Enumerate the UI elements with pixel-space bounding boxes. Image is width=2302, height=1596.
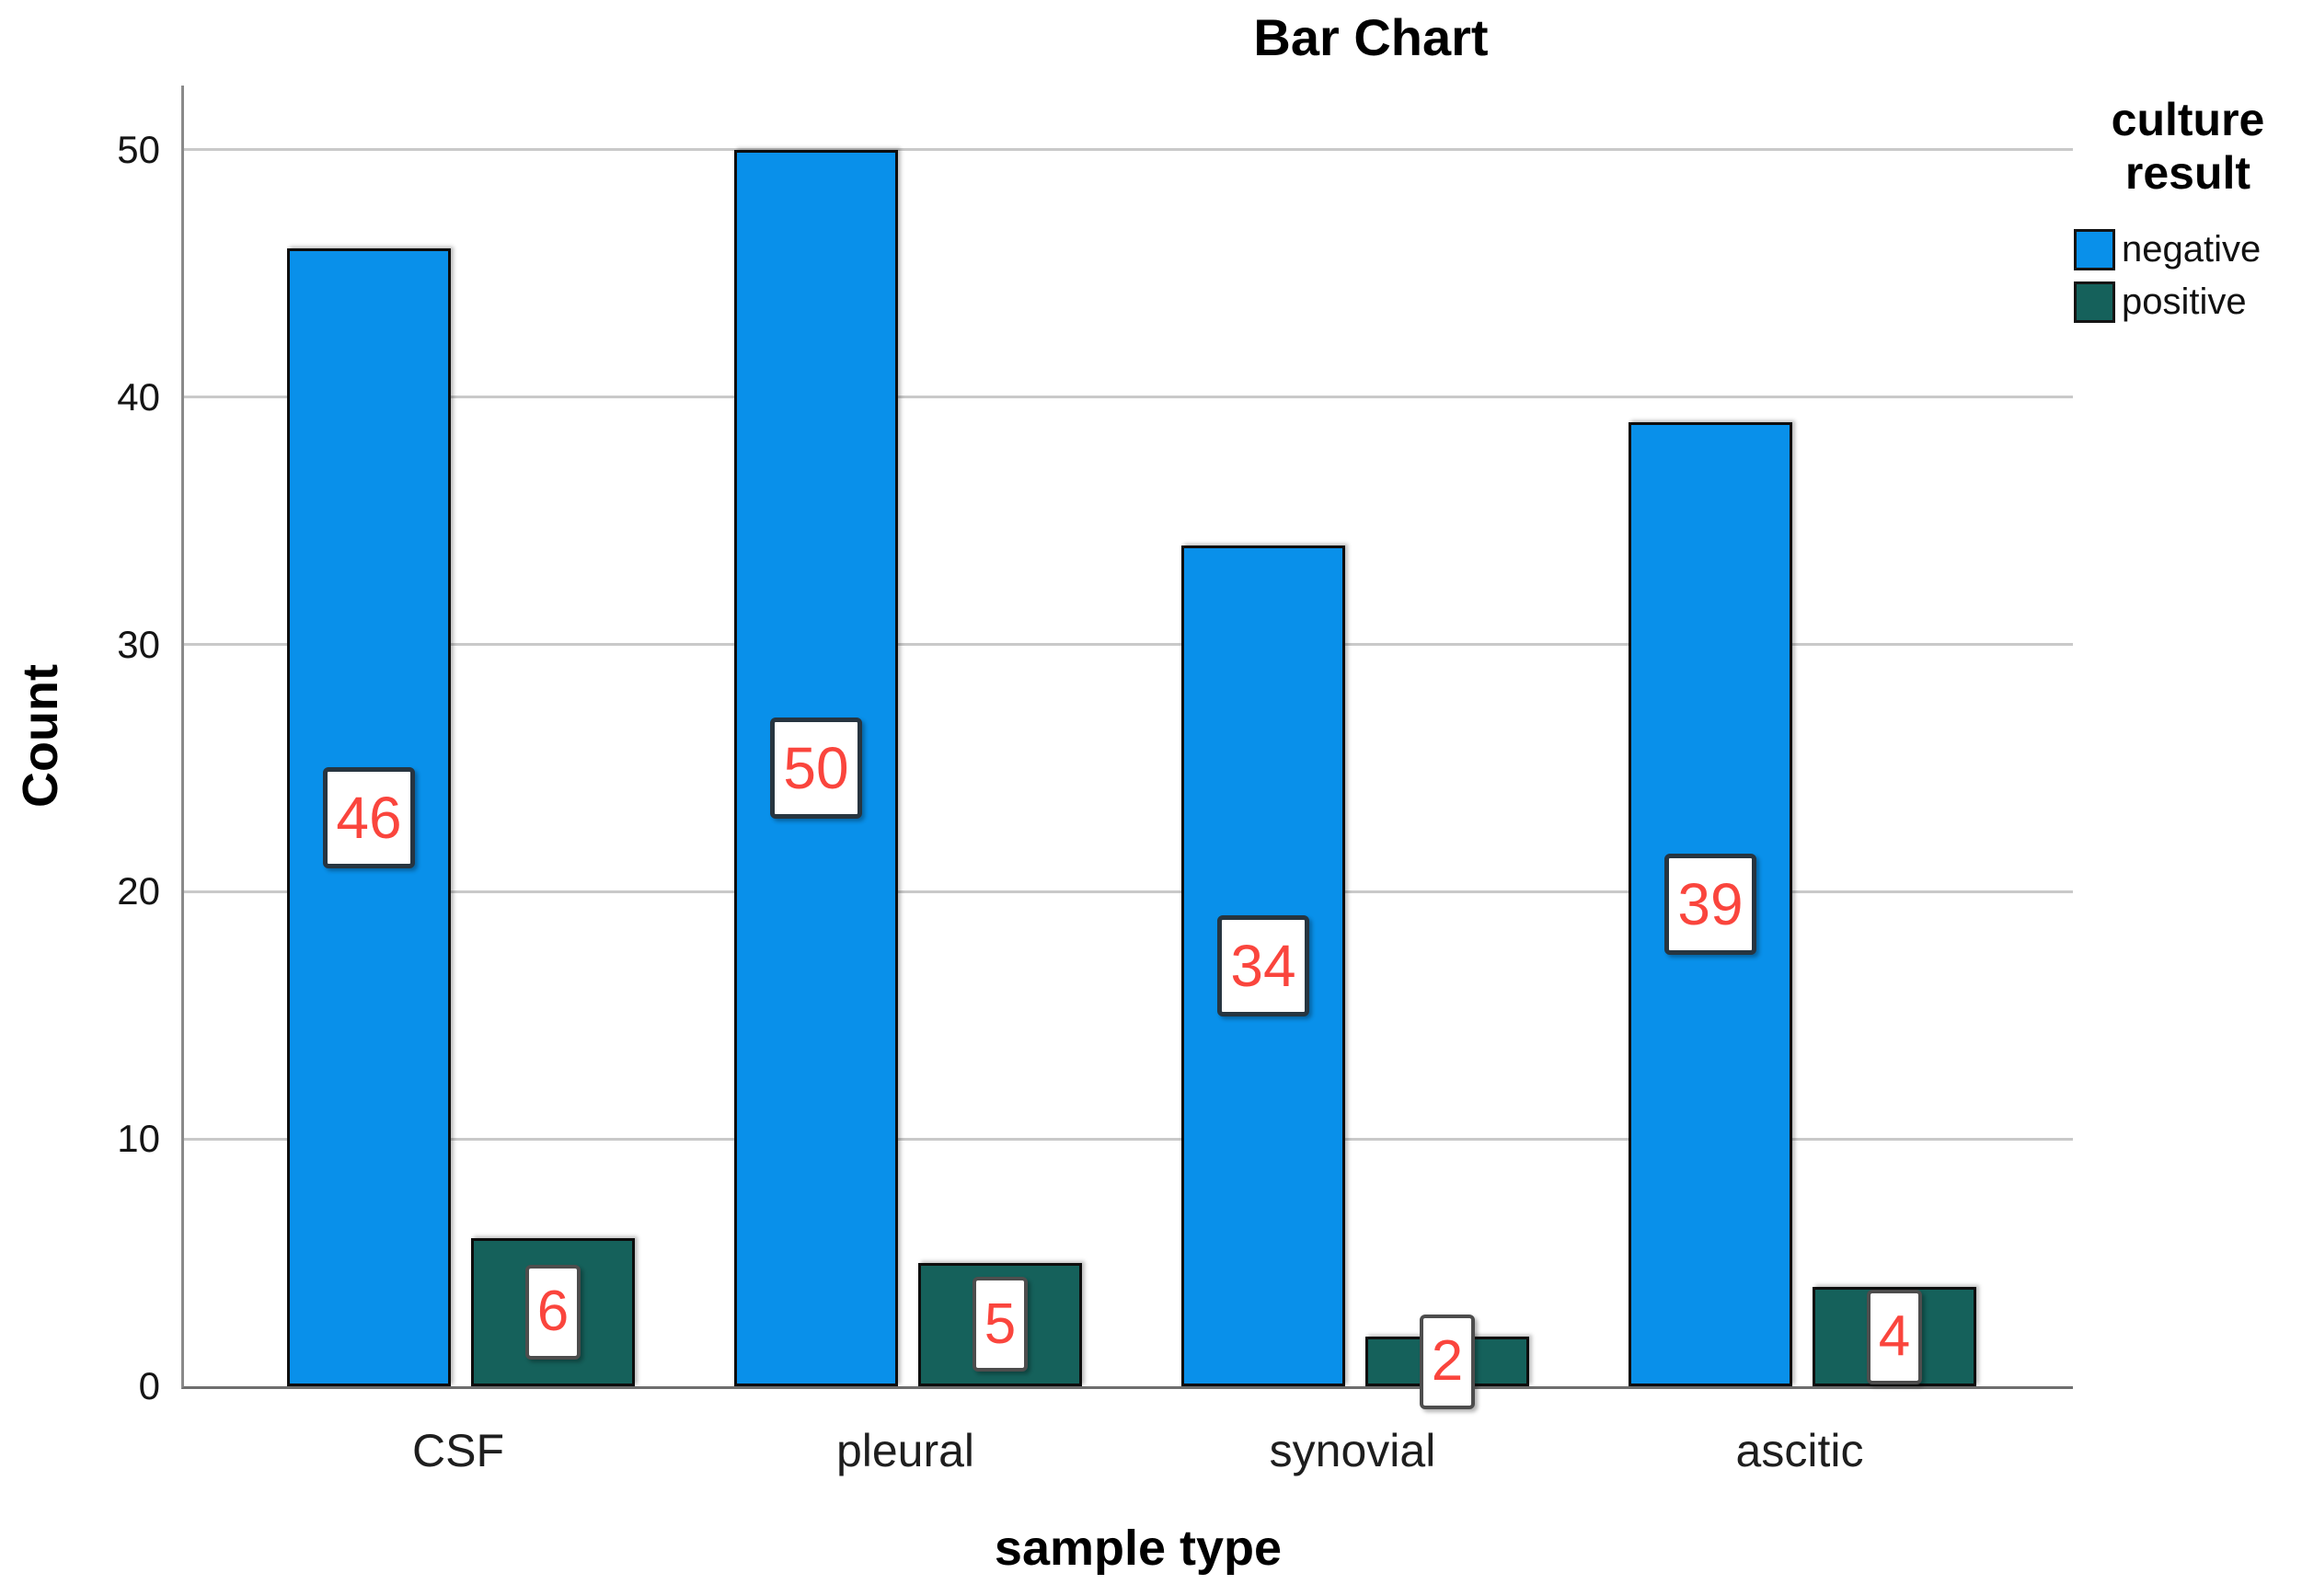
gridline-30 [184,643,2073,647]
x-tick-label: ascitic [1735,1425,1864,1476]
gridline-50 [184,148,2073,152]
value-label-box: 6 [525,1264,581,1360]
plot-area: 46 6 50 5 34 2 39 4 [181,86,2073,1409]
negative-color-swatch-icon [2074,229,2115,270]
value-label-box: 2 [1420,1314,1475,1409]
legend-item-negative: negative [2074,229,2302,270]
value-label-box: 4 [1867,1289,1922,1384]
y-axis-title: Count [13,664,68,808]
x-tick-label: CSF [412,1425,504,1476]
gridline-10 [184,1137,2073,1141]
y-tick-label: 10 [117,1117,160,1161]
value-label-box: 34 [1217,915,1309,1016]
gridline-20 [184,890,2073,893]
y-tick-label: 0 [138,1364,160,1407]
legend-item-label: positive [2122,281,2247,322]
value-label-box: 39 [1664,853,1756,955]
y-tick-label: 40 [117,374,160,419]
y-tick-label: 30 [117,622,160,666]
value-label-box: 5 [973,1277,1028,1372]
x-axis-title: sample type [994,1521,1283,1576]
x-tick-label: pleural [835,1425,975,1476]
y-tick-label: 20 [117,869,160,913]
x-tick-label: synovial [1269,1425,1436,1476]
value-label-box: 46 [323,766,415,868]
legend-item-label: negative [2122,229,2262,270]
legend-item-positive: positive [2074,281,2302,323]
legend: culture result negative positive [2074,94,2302,334]
chart-title: Bar Chart [1253,8,1489,66]
value-label-box: 50 [770,717,862,819]
positive-color-swatch-icon [2074,281,2115,323]
y-tick-label: 50 [117,127,160,171]
gridline-40 [184,396,2073,399]
legend-title: culture result [2111,94,2265,199]
